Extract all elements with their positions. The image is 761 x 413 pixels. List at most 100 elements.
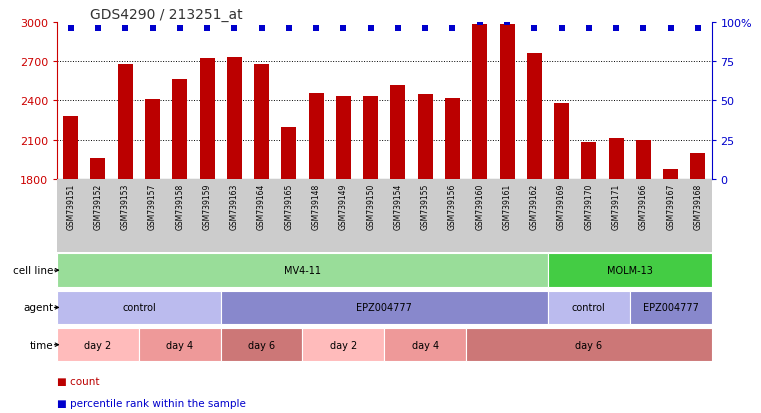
Point	[65, 26, 77, 32]
Bar	[139, 328, 221, 362]
Bar	[418, 95, 433, 180]
Point	[256, 26, 268, 32]
Bar	[172, 80, 187, 180]
Bar	[91, 159, 106, 180]
Bar	[390, 85, 406, 180]
Point	[610, 26, 622, 32]
Bar	[336, 97, 351, 180]
Text: day 6: day 6	[248, 340, 275, 350]
Bar	[384, 328, 466, 362]
Point	[337, 26, 349, 32]
Text: GSM739169: GSM739169	[557, 183, 566, 230]
Bar	[118, 64, 132, 180]
Bar	[221, 328, 303, 362]
Text: GSM739155: GSM739155	[421, 183, 430, 230]
Text: control: control	[572, 303, 606, 313]
Bar	[309, 93, 323, 180]
Text: MOLM-13: MOLM-13	[607, 266, 653, 275]
Point	[556, 26, 568, 32]
Text: GSM739161: GSM739161	[502, 183, 511, 229]
Text: GSM739152: GSM739152	[94, 183, 103, 229]
Point	[447, 26, 459, 32]
Point	[201, 26, 213, 32]
Text: GSM739168: GSM739168	[693, 183, 702, 229]
Text: day 4: day 4	[412, 340, 439, 350]
Bar	[254, 64, 269, 180]
Bar	[630, 291, 712, 325]
Text: ■ count: ■ count	[57, 376, 100, 386]
Bar	[636, 140, 651, 180]
Point	[365, 26, 377, 32]
Point	[92, 26, 104, 32]
Text: GSM739154: GSM739154	[393, 183, 403, 230]
Text: day 6: day 6	[575, 340, 603, 350]
Text: day 4: day 4	[166, 340, 193, 350]
Text: agent: agent	[23, 303, 53, 313]
Point	[146, 26, 158, 32]
Text: GSM739160: GSM739160	[476, 183, 484, 230]
Text: GSM739148: GSM739148	[312, 183, 320, 229]
Point	[473, 19, 486, 26]
Text: GSM739162: GSM739162	[530, 183, 539, 229]
Text: cell line: cell line	[13, 266, 53, 275]
Text: GSM739166: GSM739166	[639, 183, 648, 230]
Bar	[548, 254, 712, 287]
Text: GSM739165: GSM739165	[285, 183, 293, 230]
Bar	[227, 58, 242, 180]
Point	[419, 26, 431, 32]
Bar	[57, 254, 548, 287]
Bar	[63, 117, 78, 180]
Bar	[499, 25, 514, 180]
Point	[228, 26, 240, 32]
Point	[664, 26, 677, 32]
Point	[637, 26, 649, 32]
Text: EPZ004777: EPZ004777	[356, 303, 412, 313]
Point	[583, 26, 595, 32]
Bar	[303, 328, 384, 362]
Bar	[548, 291, 630, 325]
Point	[283, 26, 295, 32]
Text: GSM739150: GSM739150	[366, 183, 375, 230]
Point	[310, 26, 322, 32]
Text: GSM739158: GSM739158	[175, 183, 184, 229]
Text: control: control	[122, 303, 156, 313]
Bar	[221, 291, 548, 325]
Text: GSM739153: GSM739153	[121, 183, 129, 230]
Text: GSM739164: GSM739164	[257, 183, 266, 230]
Bar	[690, 154, 705, 180]
Text: MV4-11: MV4-11	[284, 266, 321, 275]
Text: GSM739149: GSM739149	[339, 183, 348, 230]
Point	[528, 26, 540, 32]
Text: GDS4290 / 213251_at: GDS4290 / 213251_at	[90, 8, 243, 22]
Text: GSM739151: GSM739151	[66, 183, 75, 229]
Bar	[57, 291, 221, 325]
Bar	[554, 104, 569, 180]
Bar	[663, 169, 678, 180]
Bar	[473, 25, 487, 180]
Bar	[363, 97, 378, 180]
Text: time: time	[30, 340, 53, 350]
Text: day 2: day 2	[330, 340, 357, 350]
Point	[501, 19, 513, 26]
Bar	[466, 328, 712, 362]
Text: day 2: day 2	[84, 340, 112, 350]
Bar	[282, 127, 296, 180]
Bar	[145, 100, 160, 180]
Bar	[57, 328, 139, 362]
Bar	[199, 59, 215, 180]
Bar	[527, 54, 542, 180]
Text: GSM739157: GSM739157	[148, 183, 157, 230]
Text: GSM739167: GSM739167	[666, 183, 675, 230]
Point	[692, 26, 704, 32]
Text: GSM739171: GSM739171	[612, 183, 620, 229]
Bar	[445, 99, 460, 180]
Point	[174, 26, 186, 32]
Text: GSM739156: GSM739156	[448, 183, 457, 230]
Point	[392, 26, 404, 32]
Text: GSM739163: GSM739163	[230, 183, 239, 230]
Bar	[581, 143, 597, 180]
Text: GSM739159: GSM739159	[202, 183, 212, 230]
Text: ■ percentile rank within the sample: ■ percentile rank within the sample	[57, 398, 246, 408]
Point	[119, 26, 132, 32]
Text: EPZ004777: EPZ004777	[643, 303, 699, 313]
